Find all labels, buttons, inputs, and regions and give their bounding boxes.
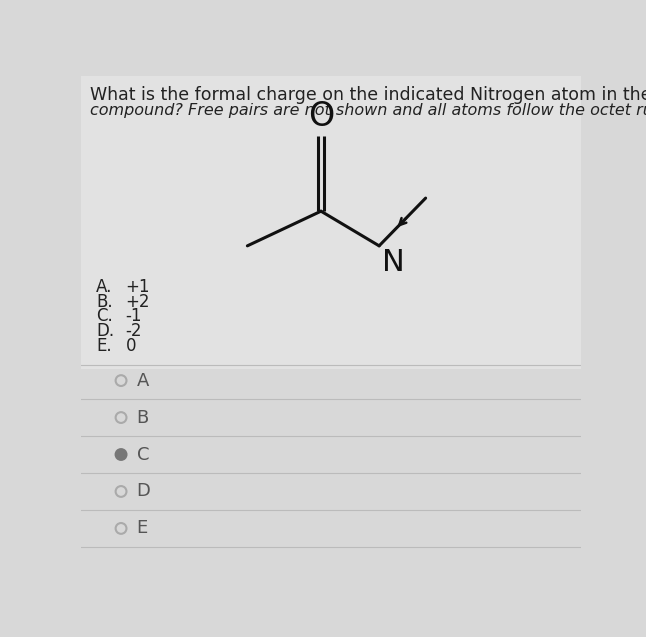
Text: C: C (136, 445, 149, 464)
Circle shape (116, 486, 127, 497)
Text: C.: C. (96, 308, 113, 326)
Text: A.: A. (96, 278, 112, 296)
Text: B.: B. (96, 293, 113, 311)
Text: B: B (136, 408, 149, 427)
Text: O: O (308, 101, 334, 133)
FancyBboxPatch shape (81, 76, 581, 369)
Text: A: A (136, 371, 149, 390)
Text: -1: -1 (126, 308, 142, 326)
Text: +1: +1 (126, 278, 151, 296)
Text: -2: -2 (126, 322, 142, 340)
Text: D: D (136, 482, 151, 501)
Text: compound? Free pairs are not shown and all atoms follow the octet rule: compound? Free pairs are not shown and a… (90, 103, 646, 118)
Circle shape (116, 449, 127, 460)
FancyBboxPatch shape (81, 369, 581, 567)
Circle shape (116, 412, 127, 423)
Circle shape (116, 375, 127, 386)
Text: D.: D. (96, 322, 114, 340)
Text: What is the formal charge on the indicated Nitrogen atom in the following: What is the formal charge on the indicat… (90, 86, 646, 104)
Circle shape (116, 523, 127, 534)
Text: E.: E. (96, 337, 112, 355)
Text: N: N (382, 248, 405, 277)
Text: E: E (136, 519, 148, 538)
Text: +2: +2 (126, 293, 151, 311)
Text: 0: 0 (126, 337, 136, 355)
